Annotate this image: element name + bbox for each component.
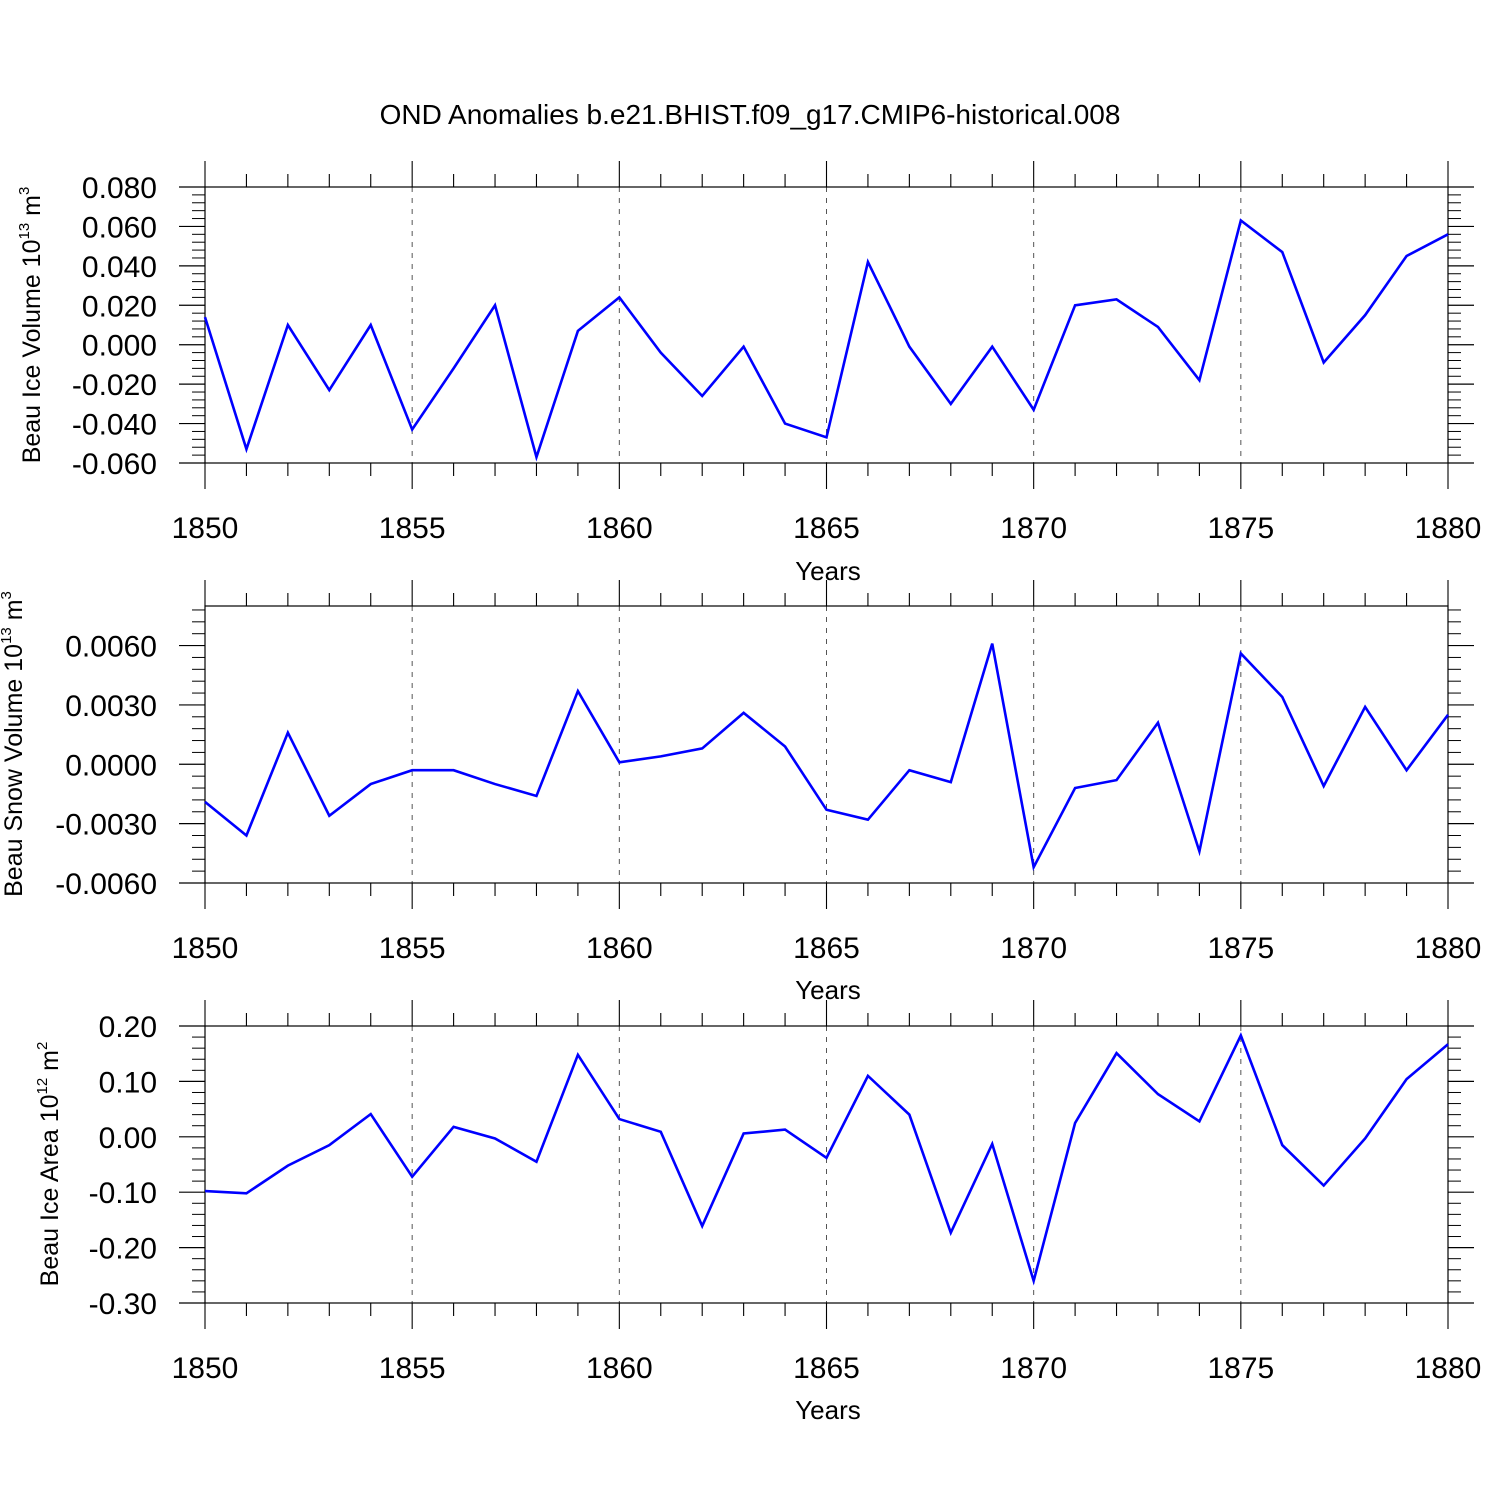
x-tick-label: 1865: [793, 512, 860, 545]
y-axis-label: Beau Ice Volume 1013 m3: [16, 187, 46, 464]
x-tick-label: 1875: [1207, 1352, 1274, 1385]
x-axis-label: Years: [795, 1395, 861, 1425]
y-tick-label: -0.020: [72, 369, 157, 402]
y-tick-label: -0.0030: [55, 809, 157, 842]
x-tick-label: 1860: [586, 1352, 653, 1385]
y-tick-label: -0.30: [89, 1288, 157, 1321]
y-tick-label: 0.0060: [65, 631, 157, 664]
y-axis-label: Beau Ice Area 1012 m2: [34, 1042, 64, 1287]
y-axis-label: Beau Snow Volume 1013 m3: [0, 591, 28, 897]
x-tick-label: 1870: [1000, 932, 1067, 965]
x-tick-label: 1855: [379, 512, 446, 545]
panel-2: -0.0060 -0.0030 0.0000 0.0030 0.0060 1850 1855…: [0, 580, 1481, 1005]
y-tick-label: 0.0030: [65, 690, 157, 723]
series-line: [203, 218, 1449, 462]
series-line: [204, 643, 1450, 872]
x-tick-label: 1870: [1000, 1352, 1067, 1385]
x-tick-label: 1875: [1207, 932, 1274, 965]
panel-1: -0.060 -0.040 -0.020 0.000 0.020 0.040 0.060 0.…: [16, 161, 1481, 586]
chart-title: OND Anomalies b.e21.BHIST.f09_g17.CMIP6-…: [380, 99, 1121, 130]
y-tick-label: 0.040: [82, 251, 157, 284]
y-tick-label: -0.20: [89, 1233, 157, 1266]
y-tick-label: 0.060: [82, 211, 157, 244]
x-tick-label: 1880: [1415, 512, 1482, 545]
x-tick-label: 1860: [586, 932, 653, 965]
y-tick-label: 0.020: [82, 290, 157, 323]
y-tick-label: 0.00: [99, 1122, 157, 1155]
x-tick-label: 1865: [793, 1352, 860, 1385]
panel-3: -0.30 -0.20 -0.10 0.00 0.10 0.20 1850 1855 1860 1…: [34, 1000, 1481, 1425]
y-tick-label: 0.000: [82, 330, 157, 363]
x-tick-label: 1850: [172, 932, 239, 965]
y-tick-label: 0.080: [82, 172, 157, 205]
x-tick-label: 1865: [793, 932, 860, 965]
x-axis-label: Years: [795, 556, 861, 586]
x-tick-label: 1860: [586, 512, 653, 545]
x-tick-label: 1855: [379, 932, 446, 965]
y-tick-label: 0.0000: [65, 749, 157, 782]
x-tick-label: 1880: [1415, 932, 1482, 965]
y-tick-label: -0.040: [72, 409, 157, 442]
x-axis-label: Years: [795, 975, 861, 1005]
series-line: [204, 1032, 1449, 1286]
x-tick-label: 1855: [379, 1352, 446, 1385]
y-tick-label: 0.20: [99, 1011, 157, 1044]
x-tick-label: 1850: [172, 1352, 239, 1385]
x-tick-label: 1880: [1415, 1352, 1482, 1385]
y-tick-label: -0.060: [72, 448, 157, 481]
x-tick-label: 1875: [1207, 512, 1274, 545]
x-tick-label: 1850: [172, 512, 239, 545]
y-tick-label: -0.0060: [55, 868, 157, 901]
y-tick-label: -0.10: [89, 1177, 157, 1210]
y-tick-label: 0.10: [99, 1066, 157, 1099]
x-tick-label: 1870: [1000, 512, 1067, 545]
